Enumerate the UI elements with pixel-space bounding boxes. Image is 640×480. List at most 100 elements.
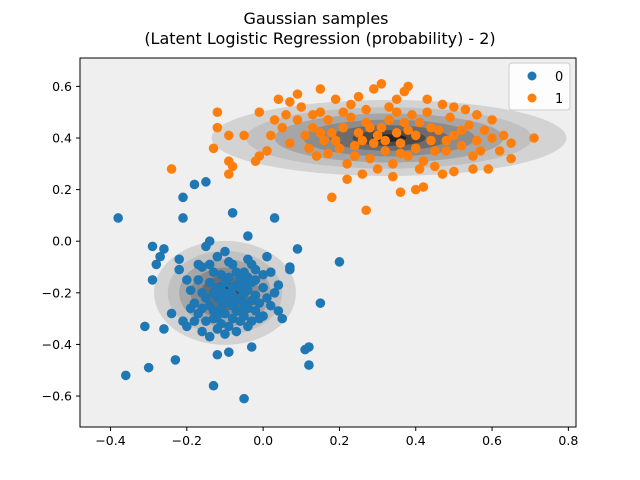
series-0-point-13 [174,254,184,265]
series-1-point-19 [361,205,371,216]
series-1-point-23 [498,130,509,141]
series-0-point-11 [170,355,181,365]
series-1-point-115 [361,104,371,115]
y-tick-label-5: 0.4 [52,130,72,145]
series-1-point-37 [384,102,394,112]
series-1-point-49 [285,138,295,148]
series-1-point-103 [456,125,467,136]
series-0-point-26 [265,267,276,277]
series-1-point-12 [262,146,272,156]
series-0-point-41 [193,275,204,285]
series-0-point-12 [174,264,184,275]
x-tick-label-2: 0.0 [253,433,273,448]
series-1-point-81 [414,117,425,128]
series-0-point-36 [285,264,295,275]
series-1-point-26 [529,133,539,143]
series-1-point-86 [376,122,387,133]
series-0-point-118 [212,324,223,334]
series-1-point-74 [479,125,490,136]
series-0-point-85 [227,282,238,293]
series-1-point-91 [338,122,349,133]
series-0-point-29 [292,244,303,254]
x-axis: −0.4 −0.2 0.0 0.2 0.4 0.6 0.8 [95,427,578,448]
series-0-point-113 [231,306,242,316]
series-1-point-21 [410,184,421,195]
series-0-point-94 [185,303,196,314]
legend-box [508,62,571,111]
series-1-point-78 [445,112,455,123]
x-tick-label-3: 0.2 [330,433,350,448]
series-1-point-96 [349,140,360,151]
series-0-point-32 [304,360,314,370]
series-1-point-73 [472,109,482,120]
series-1-point-109 [357,169,368,179]
series-1-point-88 [361,117,371,128]
series-1-point-0 [166,164,177,174]
series-1-point-10 [254,151,265,161]
series-1-point-119 [403,151,413,161]
y-tick-label-1: −0.4 [42,337,72,352]
series-1-point-66 [418,156,429,167]
series-1-point-95 [307,109,318,120]
chart-title: Gaussian samples [244,9,389,28]
series-1-point-67 [426,135,436,146]
series-1-point-54 [327,128,337,138]
series-0-point-0 [113,213,123,223]
series-0-point-44 [204,236,215,247]
series-0-point-93 [258,269,268,280]
series-1-point-52 [311,151,322,161]
series-1-point-14 [273,94,284,105]
series-0-point-22 [239,393,249,404]
series-0-point-97 [201,293,211,303]
series-0-point-99 [212,311,223,321]
series-0-point-80 [208,267,219,277]
series-1-point-94 [315,128,326,138]
series-1-point-56 [342,158,352,169]
series-0-point-124 [204,259,215,270]
y-tick-label-6: 0.6 [52,79,72,94]
series-0-point-9 [159,324,169,334]
series-0-point-1 [120,370,131,381]
series-0-point-10 [166,308,177,319]
series-0-point-121 [182,275,192,285]
legend-marker-0 [527,71,537,81]
y-axis: −0.6 −0.4 −0.2 0.0 0.2 0.4 0.6 [42,79,80,404]
series-0-point-110 [208,288,219,298]
series-1-point-98 [380,135,391,146]
series-1-point-87 [368,138,379,148]
legend-label-1: 1 [555,92,563,107]
series-0-point-123 [197,303,207,314]
series-1-point-24 [506,153,516,164]
series-1-point-58 [357,135,368,146]
chart-subtitle: (Latent Logistic Regression (probability… [144,29,495,48]
series-1-point-62 [388,158,398,169]
series-0-point-5 [151,259,162,270]
series-0-point-25 [269,213,280,223]
series-0-point-70 [254,298,265,308]
series-1-point-118 [449,102,459,112]
series-0-point-100 [216,285,226,296]
series-1-point-97 [365,153,375,164]
series-1-point-25 [506,138,516,148]
legend-label-0: 0 [555,70,563,85]
series-0-point-108 [246,259,257,270]
series-1-point-93 [323,148,333,159]
series-0-point-114 [239,298,249,308]
series-1-point-64 [403,125,413,136]
series-1-point-75 [487,115,497,125]
series-1-point-28 [483,164,494,174]
series-1-point-39 [368,84,379,94]
series-0-point-17 [201,177,211,187]
series-1-point-2 [212,122,223,133]
series-1-point-40 [353,91,364,102]
series-0-point-111 [216,295,226,306]
series-0-point-34 [334,257,345,267]
series-1-point-47 [300,130,310,141]
y-tick-label-3: 0.0 [52,234,72,249]
series-1-point-30 [468,151,478,161]
series-1-point-35 [403,81,413,92]
series-0-point-98 [204,331,215,342]
series-1-point-116 [391,107,402,117]
series-0-point-78 [201,316,211,327]
